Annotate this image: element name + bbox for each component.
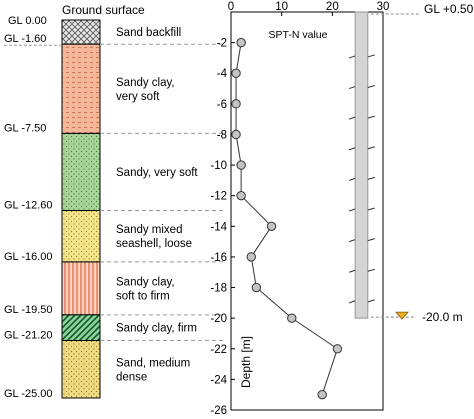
soil-layer-description: Sandy mixed: [116, 224, 182, 236]
x-tick-label: 10: [275, 1, 288, 13]
pile-mark: [348, 85, 375, 90]
y-tick-label: -6: [217, 99, 227, 111]
y-axis-label: Depth [m]: [239, 336, 253, 388]
soil-layer-0: [61, 19, 101, 45]
spt-series-line: [235, 42, 338, 395]
depth-label: GL -16.00: [4, 251, 53, 263]
y-tick-label: -22: [210, 344, 227, 356]
soil-layer-4: [61, 261, 101, 316]
spt-point-5: [236, 190, 246, 201]
spt-point-0: [236, 37, 246, 48]
soil-layer-description: Sand backfill: [116, 27, 181, 39]
y-tick-label: -16: [210, 252, 227, 264]
soil-layer-description: Sandy, very soft: [116, 167, 198, 179]
y-tick-label: -14: [210, 221, 227, 233]
pile-mark: [348, 176, 375, 181]
soil-layer-description: very soft: [116, 91, 160, 103]
y-tick-label: -18: [210, 283, 227, 295]
spt-point-3: [231, 129, 241, 140]
soil-layer-description: Sandy clay, firm: [116, 323, 197, 335]
pile-mark: [348, 54, 375, 59]
soil-layer-5: [61, 314, 101, 342]
depth-label: GL 0.00: [8, 15, 47, 27]
soil-layer-description: soft to firm: [116, 290, 170, 302]
soil-layer-description: Sandy clay,: [116, 77, 175, 89]
soil-layer-2: [61, 132, 101, 212]
chart-title: SPT-N value: [269, 29, 328, 41]
y-tick-label: -26: [210, 405, 227, 417]
spt-point-6: [266, 221, 277, 232]
depth-label: GL -19.50: [4, 304, 53, 316]
x-tick-label: 20: [326, 1, 339, 13]
spt-point-10: [332, 344, 343, 354]
x-tick-label: 0: [228, 1, 234, 13]
soil-layer-1: [61, 43, 101, 134]
pile-mark: [348, 115, 375, 120]
y-tick-label: -24: [210, 374, 227, 386]
depth-label: GL -7.50: [4, 122, 46, 134]
spt-chart: 0 10 20 30 -2 -4 -6 -8 -10 -12 -14 -16 -18 -20 -22 -24 -…: [210, 1, 473, 417]
spt-point-11: [317, 389, 327, 400]
spt-point-4: [236, 160, 246, 170]
plot-frame: [230, 11, 384, 411]
pile-mark: [348, 299, 375, 304]
soil-layer-description: Sandy clay,: [116, 276, 175, 288]
water-level-label: -20.0 m: [422, 310, 463, 324]
pile: [354, 11, 369, 319]
spt-point-9: [287, 313, 297, 323]
ground-surface-label: Ground surface: [62, 3, 145, 17]
pile-mark: [348, 238, 375, 243]
x-tick-label: 30: [377, 1, 390, 13]
spt-point-2: [231, 99, 241, 109]
soil-layer-description: seashell, loose: [116, 238, 192, 250]
soil-layer-3: [61, 210, 101, 263]
spt-point-8: [251, 282, 262, 293]
depth-label: GL -1.60: [4, 33, 46, 45]
depth-label: GL -12.60: [4, 200, 53, 212]
pile-mark: [348, 207, 375, 212]
spt-point-7: [246, 252, 256, 262]
depth-label: GL -25.00: [4, 388, 53, 400]
depth-label: GL -21.20: [4, 330, 53, 342]
y-tick-label: -12: [210, 191, 227, 203]
y-tick-label: -8: [217, 129, 227, 141]
top-level-label: GL +0.50: [424, 2, 474, 16]
soil-layer-description: Sand, medium: [116, 357, 190, 369]
pile-mark: [348, 146, 375, 151]
y-tick-label: -10: [210, 160, 227, 172]
pile-mark: [348, 268, 375, 273]
y-tick-label: -20: [210, 313, 227, 325]
water-level-icon: [395, 311, 409, 320]
spt-point-1: [231, 68, 241, 78]
y-tick-label: -4: [217, 68, 228, 80]
soil-layer-6: [61, 340, 101, 399]
soil-column: Sand backfill Sandy clay, very soft Sandy, …: [4, 15, 226, 400]
y-tick-label: -2: [217, 38, 227, 50]
soil-layer-description: dense: [116, 371, 147, 383]
